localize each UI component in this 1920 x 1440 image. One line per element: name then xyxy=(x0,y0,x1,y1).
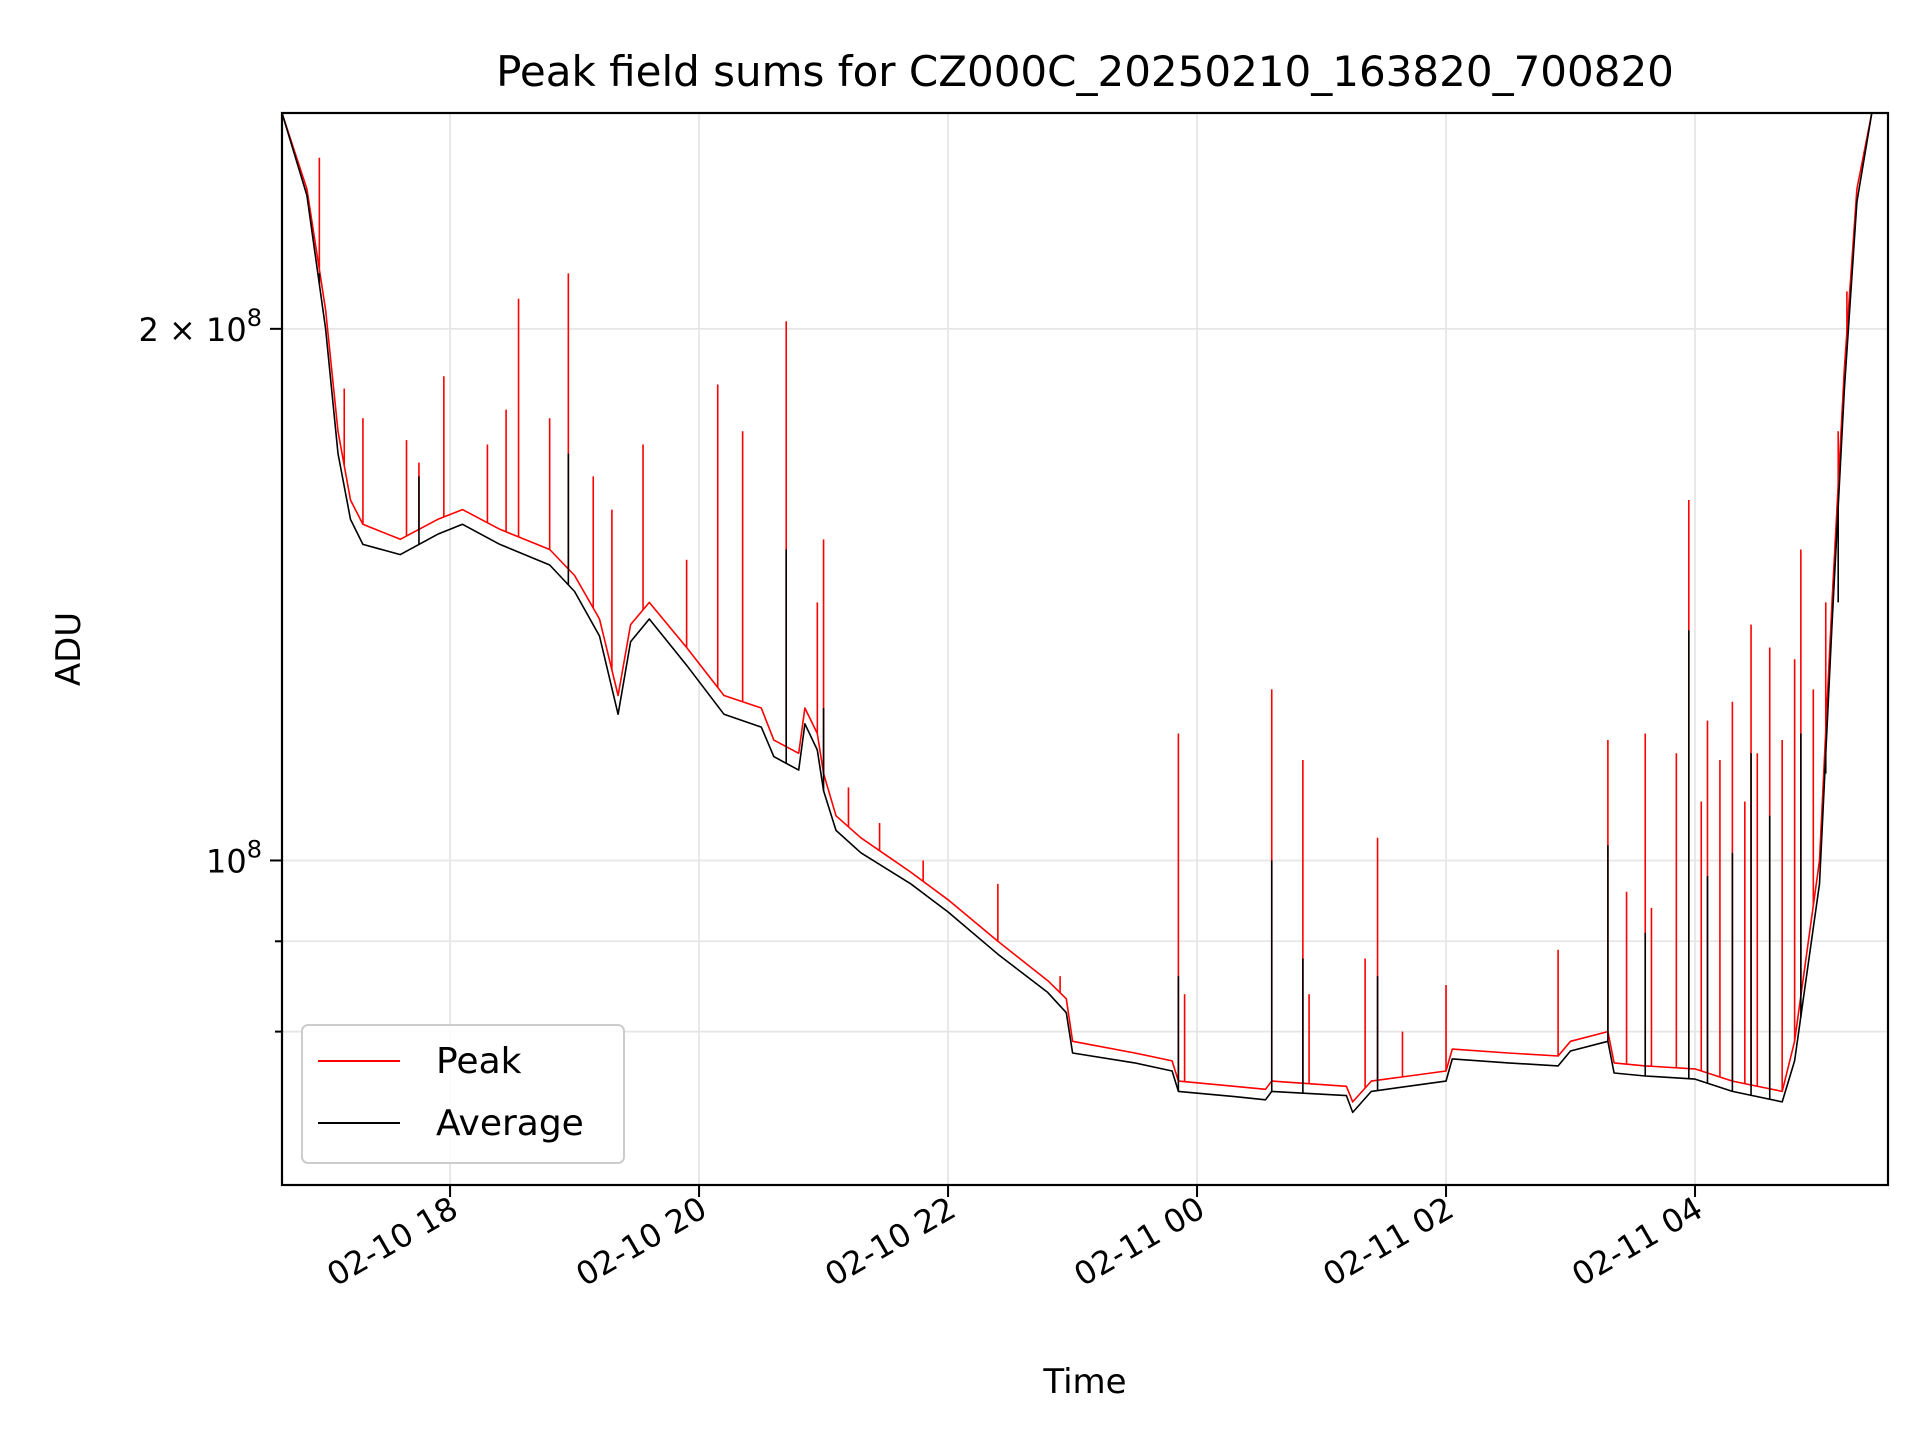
x-tick-label: 02-11 04 xyxy=(1565,1189,1709,1294)
x-tick-label: 02-11 00 xyxy=(1067,1189,1211,1294)
x-tick-label: 02-10 22 xyxy=(818,1189,962,1294)
y-tick-label: 108 xyxy=(206,835,262,880)
x-tick-label: 02-10 20 xyxy=(569,1189,713,1294)
average-series-line xyxy=(282,113,1888,1114)
chart-title: Peak field sums for CZ000C_20250210_1638… xyxy=(496,47,1674,96)
x-tick-label: 02-11 02 xyxy=(1316,1189,1460,1294)
y-tick-label: 2 × 108 xyxy=(138,304,262,349)
x-axis-label: Time xyxy=(1042,1362,1126,1402)
legend-box xyxy=(301,1024,625,1164)
plot-series xyxy=(282,113,1888,1114)
legend-peak-label: Peak xyxy=(436,1041,522,1082)
y-axis-label: ADU xyxy=(49,612,89,686)
legend-average-label: Average xyxy=(436,1103,584,1144)
legend: Peak Average xyxy=(301,1024,625,1164)
plot-frame xyxy=(280,111,1890,1187)
y-axis-ticks: 108 2 × 108 xyxy=(138,304,282,1033)
x-tick-label: 02-10 18 xyxy=(320,1189,464,1294)
grid-lines xyxy=(282,113,1888,1185)
peak-series-line xyxy=(282,113,1888,1103)
x-axis-ticks: 02-10 18 02-10 20 02-10 22 02-11 00 02-11 02… xyxy=(320,1185,1709,1294)
